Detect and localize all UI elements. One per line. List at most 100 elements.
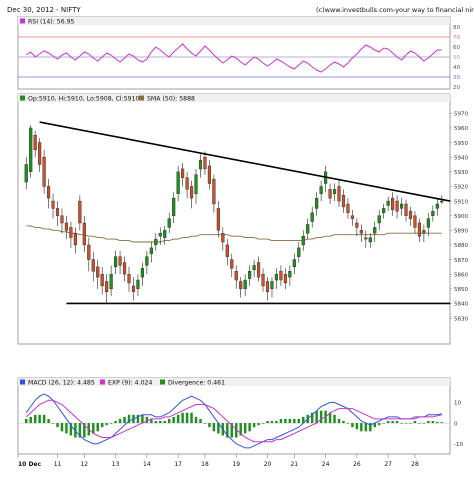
divergence-bar [427,421,430,424]
divergence-bar [440,422,443,424]
divergence-bar [275,421,278,424]
candle-body [435,203,439,209]
candle-body [42,156,46,187]
candle-body [315,197,319,209]
divergence-bar [351,423,354,428]
candle-body [395,200,399,212]
candle-body [350,215,354,219]
divergence-bar [270,421,274,424]
candle-body [332,189,337,194]
x-tick-label: 12 [80,461,88,468]
x-tick-label: 10 Dec [18,461,41,468]
candle-body [158,233,162,237]
candle-body [373,227,377,234]
divergence-bar [51,423,55,424]
x-tick-label: 17 [174,461,182,468]
candle-body [265,281,270,292]
candle-body [46,186,51,199]
divergence-bar [328,412,332,424]
divergence-bar [109,423,113,424]
candle-body [252,265,256,271]
candle-body [29,127,33,173]
price-tick-label: 5850 [454,287,468,293]
divergence-bar [172,416,175,424]
candle-body [212,178,216,205]
candle-body [310,212,314,222]
divergence-bar [181,412,184,424]
price-tick-label: 5840 [454,302,468,308]
candle-body [221,233,225,243]
divergence-bar [118,418,122,424]
candle-body [297,247,301,257]
divergence-bar [266,421,269,424]
divergence-bar [141,414,144,424]
x-tick-label: 19 [232,461,240,468]
price-tick-label: 5950 [454,141,468,147]
exp-legend-swatch [100,379,105,385]
divergence-bar [404,423,408,424]
candle-body [216,208,220,231]
divergence-bar [418,423,421,424]
candle-body [292,259,296,268]
candle-body [283,273,287,284]
divergence-bar [413,421,417,424]
candle-body [368,237,372,243]
candle-body [274,273,279,281]
divergence-bar [230,423,233,438]
candle-body [234,271,238,281]
macd-legend-swatch [20,379,25,385]
price-tick-label: 5900 [454,214,468,220]
divergence-bar [145,416,149,424]
x-tick-label: 14 [143,461,151,468]
candle-body [417,222,422,237]
candle-body [145,256,149,266]
rsi-tick-label: 20 [453,85,460,91]
macd-tick-label: -10 [454,442,463,448]
divergence-bar [257,423,260,426]
price-tick-label: 5920 [454,185,468,191]
divergence-bar [337,418,341,424]
candle-body [386,200,390,206]
x-tick-label: 20 [264,461,272,468]
candle-body [359,230,363,234]
candle-body [176,171,180,194]
macd-panel [17,377,451,455]
macd-legend-bar [18,378,450,386]
candle-body [24,164,28,183]
divergence-bar [395,421,399,424]
candle-body [163,230,167,238]
divergence-bar [167,418,171,424]
candle-body [73,233,77,246]
candle-body [140,268,144,278]
candle-body [391,197,395,211]
divergence-bar [422,423,426,424]
chart-title: Dec 30, 2012 - NIFTY [7,6,81,14]
candle-body [426,218,430,228]
candle-body [337,186,341,202]
ohlc-legend: Op:5910, Hi:5910, Lo:5908, Cl:5910 [28,96,140,103]
candle-body [270,281,274,290]
divergence-legend-swatch [160,379,165,385]
divergence-bar [56,423,59,428]
divergence-bar [92,423,95,434]
divergence-bar [105,423,108,426]
candle-body [355,222,359,228]
x-axis: 10 Dec 11 12 13 14 17 18 19 20 21 24 26 27 28 [17,454,419,468]
divergence-bar [25,418,28,424]
candle-body [328,189,332,199]
rsi-legend: RSI (14): 56.95 [28,19,75,26]
x-tick-label: 21 [290,461,298,468]
candle-body [288,271,292,278]
divergence-bar [163,421,166,424]
candle-body [127,273,131,284]
divergence-bar [310,412,314,424]
divergence-bar [342,421,345,424]
candle-body [91,259,95,272]
divergence-bar [431,421,435,424]
divergence-bar [74,423,77,438]
divergence-bar [382,423,385,424]
divergence-bar [69,423,73,436]
price-tick-label: 5960 [454,126,468,132]
divergence-bar [333,414,336,424]
